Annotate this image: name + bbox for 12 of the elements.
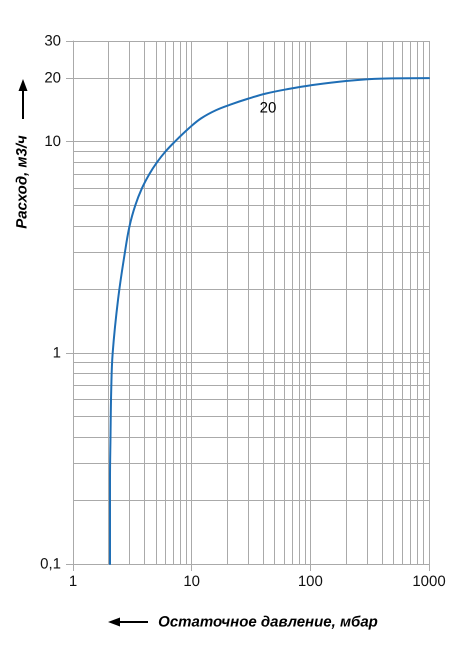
y-tick-label: 30	[44, 32, 61, 50]
series-label: 20	[260, 100, 276, 117]
x-tick-label: 10	[183, 573, 200, 590]
x-axis-title: Остаточное давление, мбар	[158, 614, 378, 630]
y-tick-label: 20	[44, 70, 61, 87]
y-tick-label: 0,1	[40, 556, 61, 572]
y-tick-label: 10	[44, 133, 61, 150]
y-tick-label: 1	[52, 344, 61, 362]
y-axis-title: Расход, м3/ч	[14, 134, 30, 229]
x-tick-label: 100	[298, 573, 323, 590]
x-tick-label: 1000	[412, 573, 446, 590]
x-tick-label: 1	[68, 573, 78, 590]
